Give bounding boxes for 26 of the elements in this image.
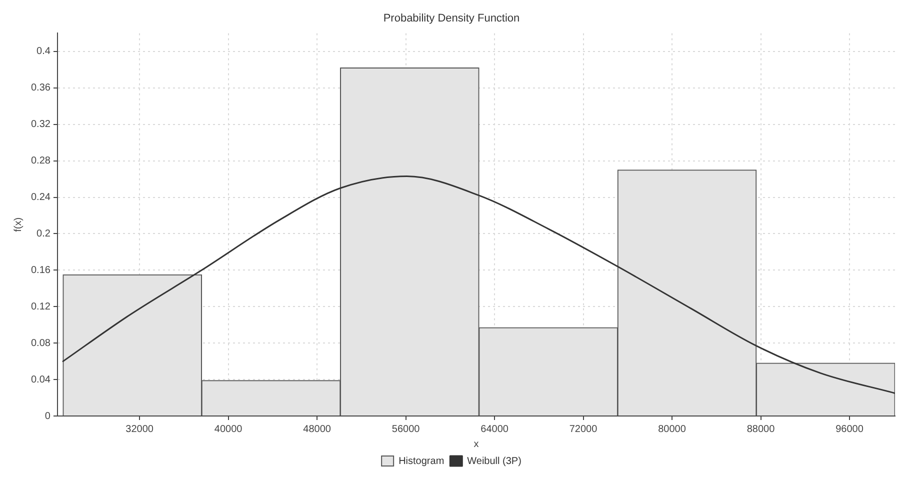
- y-tick-label: 0.4: [36, 46, 51, 58]
- legend-label: Weibull (3P): [467, 456, 522, 467]
- x-tick-label: 88000: [746, 424, 776, 435]
- chart-title: Probability Density Function: [383, 12, 520, 25]
- y-tick-label: 0.12: [30, 301, 51, 312]
- y-tick-label: 0.32: [30, 119, 51, 130]
- y-axis-title: f(x): [12, 217, 24, 232]
- x-tick-label: 48000: [303, 424, 332, 435]
- y-tick-label: 0.24: [30, 192, 51, 204]
- y-tick-label: 0.2: [36, 228, 51, 240]
- x-axis-title: x: [474, 438, 479, 450]
- x-tick-label: 64000: [480, 424, 509, 435]
- x-tick-label: 80000: [658, 424, 686, 435]
- y-tick-label: 0.04: [30, 374, 51, 386]
- legend-label: Histogram: [398, 456, 444, 467]
- y-tick-label: 0.36: [30, 82, 51, 94]
- x-tick-label: 96000: [836, 424, 864, 435]
- y-tick-label: 0.08: [30, 338, 51, 349]
- x-tick-label: 72000: [569, 424, 598, 435]
- line-series: [62, 176, 895, 394]
- x-tick-label: 40000: [214, 424, 243, 435]
- y-tick-label: 0.16: [30, 264, 51, 276]
- x-tick-label: 32000: [126, 424, 154, 435]
- x-tick-label: 56000: [392, 424, 420, 435]
- y-tick-label: 0.28: [30, 156, 51, 167]
- y-tick-label: 0: [44, 410, 51, 422]
